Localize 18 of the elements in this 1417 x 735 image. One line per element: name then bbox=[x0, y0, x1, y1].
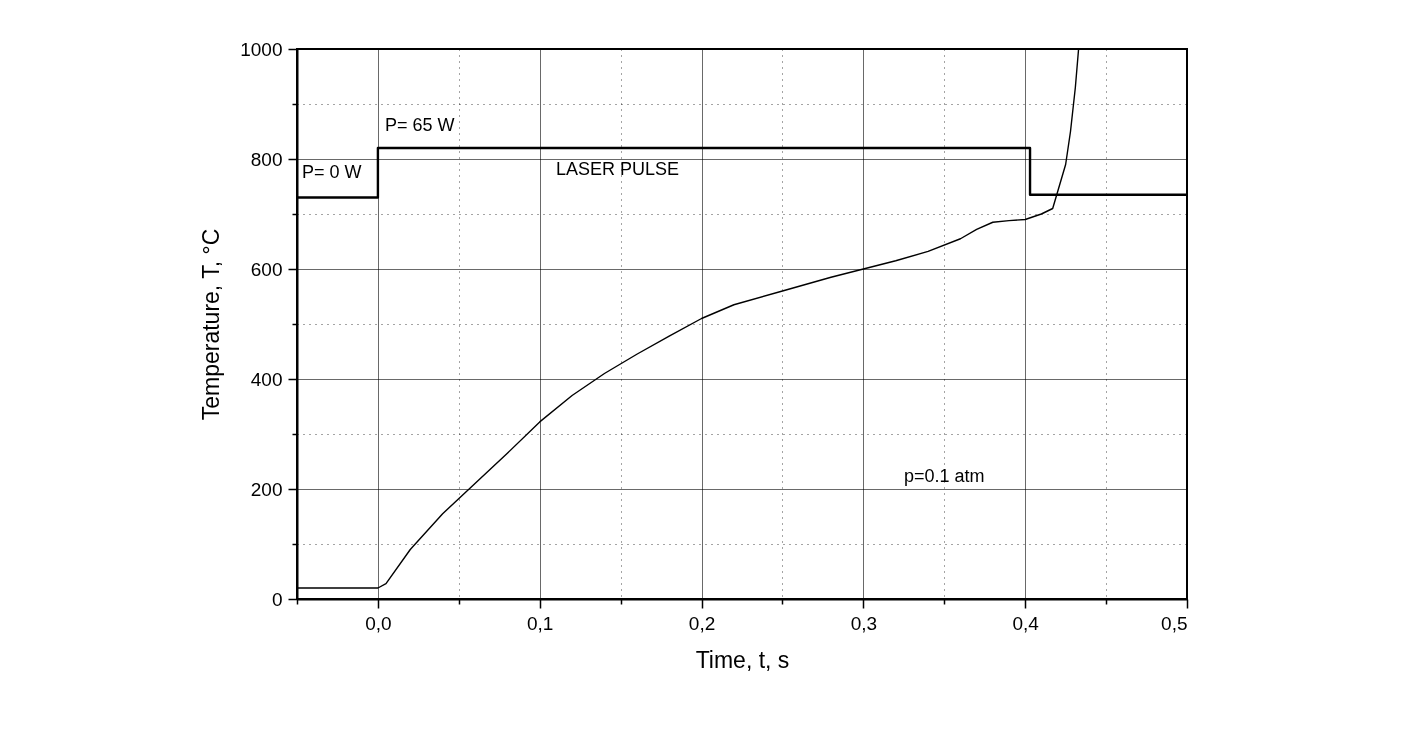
annotation: LASER PULSE bbox=[556, 159, 680, 179]
y-tick-label: 0 bbox=[271, 588, 283, 610]
y-tick-label: 200 bbox=[250, 478, 283, 500]
x-tick-label: 0,4 bbox=[1012, 612, 1040, 634]
x-tick-label: 0,2 bbox=[688, 612, 716, 634]
y-tick-label: 400 bbox=[250, 368, 283, 390]
x-tick-label: 0,5 bbox=[1161, 612, 1188, 634]
annotation: p=0.1 atm bbox=[904, 466, 985, 486]
y-tick-label: 1000 bbox=[240, 38, 283, 60]
x-tick-label: 0,3 bbox=[850, 612, 878, 634]
y-tick-label: 800 bbox=[250, 148, 283, 170]
annotation: P= 65 W bbox=[385, 115, 455, 135]
x-tick-label: 0,0 bbox=[365, 612, 392, 634]
x-axis-title: Time, t, s bbox=[695, 646, 790, 673]
y-tick-label: 600 bbox=[250, 258, 283, 280]
y-axis-title: Temperature, T, °C bbox=[198, 228, 225, 421]
x-tick-label: 0,1 bbox=[527, 612, 554, 634]
annotation: P= 0 W bbox=[302, 162, 362, 182]
